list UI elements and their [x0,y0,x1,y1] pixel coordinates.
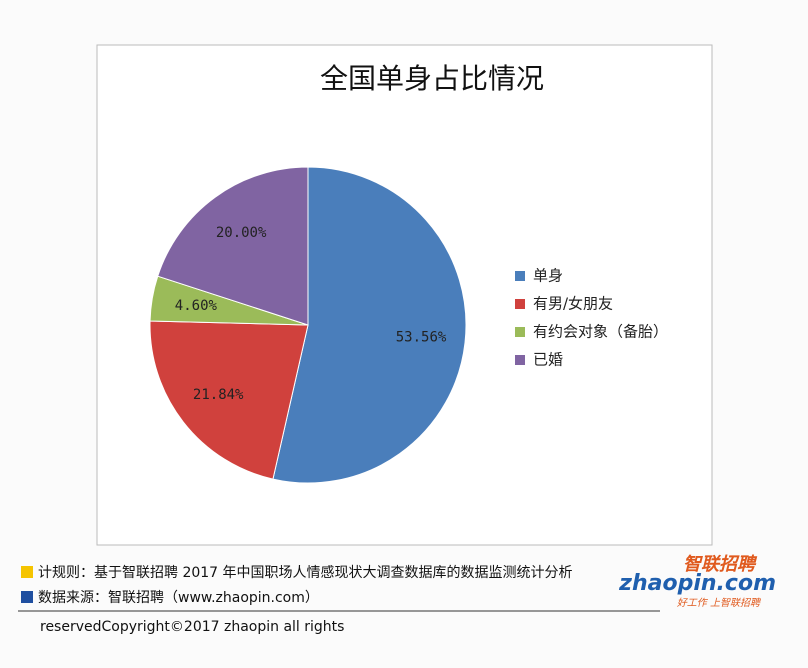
legend-label: 单身 [533,267,563,285]
legend-swatch [515,271,525,281]
chart-title: 全国单身占比情况 [320,62,544,95]
pie-slice [272,166,467,484]
pie-slice [157,166,309,326]
copyright: reservedCopyright©2017 zhaopin all right… [40,619,344,635]
footer-note: 计规则：基于智联招聘 2017 年中国职场人情感现状大调查数据库的数据监测统计分… [38,564,573,581]
data-label: 4.60% [175,298,218,314]
note-marker [21,591,33,603]
data-label: 21.84% [193,387,244,403]
pie-slice [149,320,309,480]
footer-note: 数据来源：智联招聘（www.zhaopin.com） [38,590,319,606]
logo-site: zhaopin.com [618,571,776,596]
legend-swatch [515,327,525,337]
legend-swatch [515,299,525,309]
legend-label: 已婚 [533,351,563,369]
logo-name: 智联招聘 [683,554,758,575]
pie: 53.56% 21.84% 4.60% 20.00% [149,166,467,484]
data-label: 53.56% [396,330,447,346]
legend-swatch [515,355,525,365]
note-marker [21,566,33,578]
legend-label: 有约会对象（备胎） [533,323,668,341]
data-label: 20.00% [216,225,267,241]
legend-label: 有男/女朋友 [533,295,613,313]
logo-slogan: 好工作 上智联招聘 [677,597,762,609]
